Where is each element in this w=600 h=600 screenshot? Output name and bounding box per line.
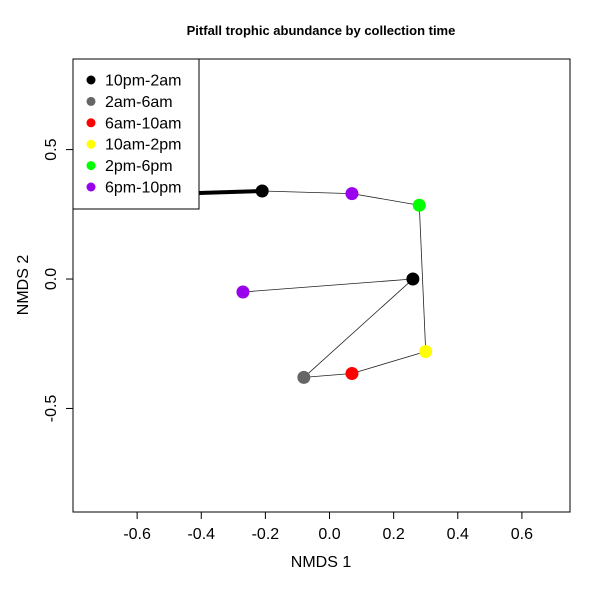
legend: 10pm-2am 2am-6am 6am-10am 10am-2pm 2pm-6pm 6p…	[72, 58, 200, 210]
data-point	[406, 272, 420, 286]
trajectory-segment	[418, 205, 427, 352]
data-point	[297, 370, 311, 384]
data-point	[345, 367, 359, 381]
trajectory-segment	[351, 193, 420, 206]
x-tick-label: -0.2	[252, 526, 280, 543]
legend-marker	[86, 75, 96, 85]
x-tick-label: 0.0	[318, 526, 340, 543]
trajectory-segment	[351, 351, 426, 374]
trajectory-segment	[262, 190, 352, 195]
series-lines	[242, 190, 427, 378]
y-axis: -0.5 0.0 0.5	[43, 138, 74, 423]
legend-marker	[86, 139, 96, 149]
y-tick-label: 0.5	[43, 138, 60, 160]
legend-label: 6pm-10pm	[105, 180, 181, 197]
x-tick-label: 0.6	[511, 526, 533, 543]
x-tick-label: -0.4	[187, 526, 215, 543]
y-tick-label: 0.0	[43, 268, 60, 290]
legend-marker	[86, 161, 96, 171]
legend-label: 2pm-6pm	[105, 158, 173, 175]
data-point	[345, 187, 359, 201]
data-point	[412, 198, 426, 212]
legend-label: 10am-2pm	[105, 137, 181, 154]
data-point	[236, 285, 250, 299]
chart-title: Pitfall trophic abundance by collection …	[187, 23, 456, 38]
x-tick-label: -0.6	[123, 526, 151, 543]
legend-marker	[86, 96, 96, 106]
y-axis-label: NMDS 2	[15, 255, 32, 316]
trajectory-segment	[303, 373, 352, 378]
legend-marker	[86, 182, 96, 192]
legend-label: 6am-10am	[105, 115, 181, 132]
x-tick-label: 0.2	[383, 526, 405, 543]
data-point	[255, 184, 269, 198]
x-axis-label: NMDS 1	[291, 554, 352, 571]
data-points	[236, 184, 433, 384]
x-tick-label: 0.4	[447, 526, 469, 543]
x-axis: -0.6 -0.4 -0.2 0.0 0.2 0.4 0.6	[123, 511, 533, 543]
trajectory-segment	[242, 278, 413, 293]
legend-label: 2am-6am	[105, 94, 173, 111]
y-tick-label: -0.5	[43, 395, 60, 423]
legend-label: 10pm-2am	[105, 73, 181, 90]
legend-marker	[86, 118, 96, 128]
trajectory-segment	[303, 278, 414, 378]
data-point	[419, 345, 433, 359]
